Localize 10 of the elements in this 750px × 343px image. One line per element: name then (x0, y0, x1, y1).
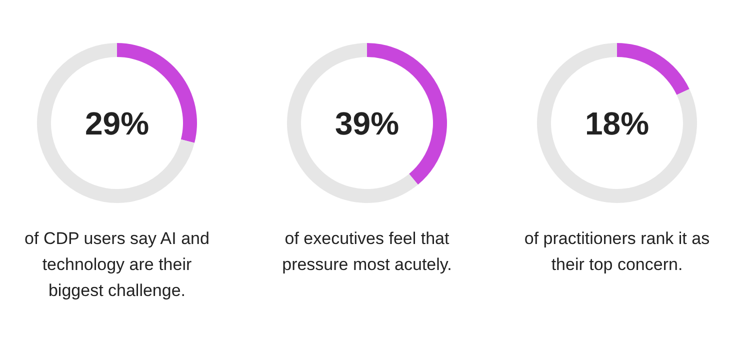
donut-slice (37, 43, 194, 203)
donut-slice (537, 43, 697, 203)
donut-slice (287, 43, 418, 203)
text: 29% (84, 105, 150, 142)
donut-slice (617, 43, 690, 95)
text: 18% (584, 105, 650, 142)
text: of executives feel that pressure most acutely. (281, 228, 453, 276)
text: of practitioners rank it as their top concern. (523, 228, 711, 276)
text: 39% (334, 105, 400, 142)
text: of CDP users say AI and technology are their biggest challenge. (24, 228, 210, 302)
